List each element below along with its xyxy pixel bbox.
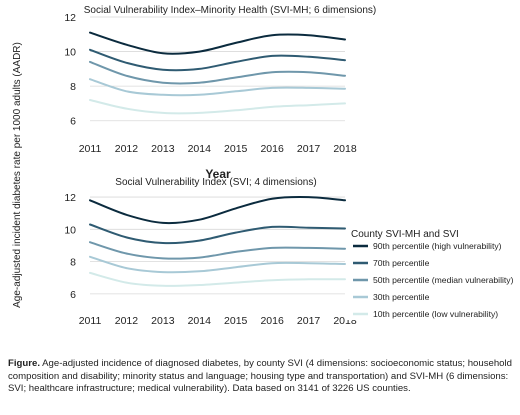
y-tick-label: 12 [64,12,76,24]
y-tick-label: 10 [64,47,76,59]
y-tick-label: 8 [70,257,76,269]
y-tick-label: 6 [70,116,76,128]
caption-lead: Figure. [8,358,40,369]
x-tick-label: 2013 [151,143,175,155]
x-tick-label: 2011 [79,315,102,327]
x-tick-label: 2011 [79,143,102,155]
x-tick-label: 2015 [224,315,248,327]
y-tick-label: 6 [70,289,76,301]
legend-entry: 90th percentile (high vulnerability) [373,241,502,251]
legend-entry: 50th percentile (median vulnerability) [373,275,514,285]
x-tick-label: 2015 [224,143,248,155]
legend-entry: 30th percentile [373,292,430,302]
series-line [89,31,346,55]
series-line [89,78,346,97]
y-tick-label: 10 [64,224,76,236]
series-line [89,195,346,225]
chart-panel-svi: Social Vulnerability Index (SVI; 4 dimen… [64,177,357,327]
legend-entry: 10th percentile (low vulnerability) [373,309,498,319]
x-tick-label: 2016 [260,143,284,155]
series-line [89,99,346,115]
x-tick-label: 2014 [188,315,212,327]
y-axis-label: Age-adjusted incident diabetes rate per … [12,42,23,308]
y-tick-label: 12 [64,192,76,204]
caption-text: Age-adjusted incidence of diagnosed diab… [8,358,512,395]
series-line [89,255,346,274]
y-tick-label: 8 [70,81,76,93]
legend-background [346,224,512,320]
series-line [89,60,346,85]
x-tick-label: 2017 [297,143,321,155]
x-tick-label: 2016 [260,315,284,327]
x-tick-label: 2017 [297,315,321,327]
chart-title: Social Vulnerability Index–Minority Heal… [84,5,377,16]
x-tick-label: 2014 [188,143,212,155]
figure-chart: Age-adjusted incident diabetes rate per … [12,5,514,327]
x-axis-label: Year [205,167,231,181]
legend-title: County SVI-MH and SVI [351,229,459,240]
x-tick-label: 2012 [115,315,139,327]
series-line [89,241,346,260]
series-line [89,48,346,72]
figure-caption: Figure. Age-adjusted incidence of diagno… [8,358,512,396]
x-tick-label: 2013 [151,315,175,327]
series-line [89,223,346,245]
legend-entry: 70th percentile [373,258,430,268]
series-line [89,271,346,287]
chart-panel-svi-mh: Social Vulnerability Index–Minority Heal… [64,5,376,155]
x-tick-label: 2018 [333,143,357,155]
chart-title: Social Vulnerability Index (SVI; 4 dimen… [115,177,316,188]
x-tick-label: 2012 [115,143,139,155]
legend: County SVI-MH and SVI 90th percentile (h… [346,224,514,320]
